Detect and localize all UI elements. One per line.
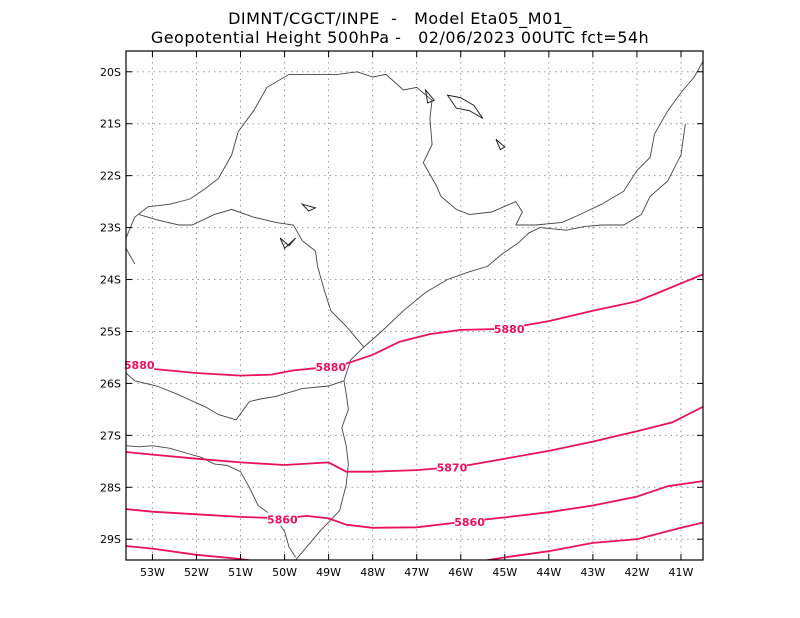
gridlines bbox=[126, 51, 703, 560]
contour-label: 5860 bbox=[267, 513, 298, 526]
boundary-line bbox=[126, 445, 296, 558]
contour-label-bg bbox=[494, 321, 525, 335]
coastline-and-borders bbox=[126, 61, 703, 560]
contour-label: 5880 bbox=[316, 361, 347, 374]
boundary-line bbox=[126, 248, 136, 265]
contour-label: 5860 bbox=[454, 516, 485, 529]
tick-label-lon: 51W bbox=[228, 566, 253, 579]
tick-label-lat: 28S bbox=[100, 481, 121, 494]
contour-label-bg bbox=[267, 512, 298, 526]
contour-labels: 5880 5880 5880 5870 5860 5860 bbox=[124, 321, 525, 529]
boundary-line bbox=[295, 380, 349, 560]
axis-ticks: 53W 52W 51W 50W 49W 48W 47W 46W 45W 44W 43W 42W 41W 2… bbox=[100, 51, 703, 579]
boundary-line bbox=[363, 123, 686, 348]
tick-label-lon: 41W bbox=[669, 566, 694, 579]
contour-5880 bbox=[126, 273, 703, 377]
contour-label: 5870 bbox=[437, 462, 468, 475]
lake-outline bbox=[446, 94, 484, 119]
lake-outline bbox=[279, 237, 296, 250]
tick-label-lat: 20S bbox=[100, 66, 121, 79]
lake-outline bbox=[495, 138, 506, 151]
tick-label-lon: 49W bbox=[316, 566, 341, 579]
boundary-line bbox=[139, 208, 365, 348]
tick-label-lon: 52W bbox=[184, 566, 209, 579]
contour-label-bg bbox=[315, 359, 346, 373]
lake-outline bbox=[300, 203, 317, 212]
contour-label-bg bbox=[124, 358, 155, 372]
map-border bbox=[125, 50, 704, 561]
contour-label: 5880 bbox=[494, 323, 525, 336]
boundary-line bbox=[126, 372, 345, 421]
tick-label-lon: 47W bbox=[404, 566, 429, 579]
map-frame bbox=[126, 51, 703, 560]
tick-label-lat: 25S bbox=[100, 325, 121, 338]
tick-label-lat: 27S bbox=[100, 429, 121, 442]
tick-label-lon: 48W bbox=[360, 566, 385, 579]
tick-label-lon: 53W bbox=[140, 566, 165, 579]
tick-label-lat: 24S bbox=[100, 274, 121, 287]
tick-label-lon: 45W bbox=[492, 566, 517, 579]
contour-label-bg bbox=[436, 460, 467, 474]
contour-5860 bbox=[126, 480, 703, 529]
boundary-line bbox=[515, 61, 703, 226]
boundary-line bbox=[126, 71, 523, 239]
tick-label-lat: 26S bbox=[100, 377, 121, 390]
contour-label: 5880 bbox=[124, 359, 155, 372]
contour-5870 bbox=[126, 405, 703, 473]
tick-label-lon: 42W bbox=[624, 566, 649, 579]
map-title-line2: Geopotential Height 500hPa - 02/06/2023 … bbox=[150, 28, 650, 47]
tick-label-lon: 50W bbox=[272, 566, 297, 579]
tick-label-lat: 22S bbox=[100, 170, 121, 183]
boundary-line bbox=[343, 346, 365, 381]
tick-label-lat: 23S bbox=[100, 222, 121, 235]
tick-label-lat: 29S bbox=[100, 533, 121, 546]
tick-label-lat: 21S bbox=[100, 118, 121, 131]
tick-label-lon: 46W bbox=[448, 566, 473, 579]
tick-label-lon: 44W bbox=[536, 566, 561, 579]
map-title-line1: DIMNT/CGCT/INPE - Model Eta05_M01_ bbox=[228, 9, 572, 28]
tick-label-lon: 43W bbox=[580, 566, 605, 579]
contour-label-bg bbox=[454, 515, 485, 529]
lake-outline bbox=[424, 88, 436, 104]
